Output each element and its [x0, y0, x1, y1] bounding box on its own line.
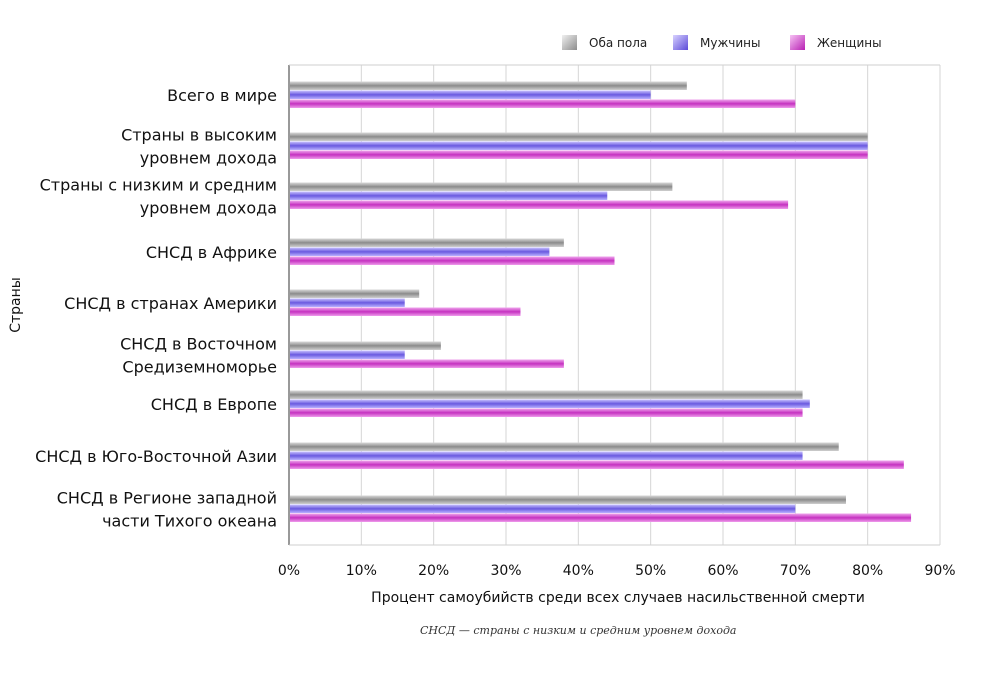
x-tick-label: 20%	[418, 563, 449, 579]
x-tick-label: 40%	[563, 563, 594, 579]
x-tick-label: 70%	[780, 563, 811, 579]
bar	[290, 399, 810, 408]
legend-label: Женщины	[817, 36, 882, 50]
bar	[290, 350, 405, 359]
category-label: СНСД в Юго-Восточной Азии	[35, 447, 277, 466]
bar	[290, 141, 868, 150]
x-tick-label: 10%	[346, 563, 377, 579]
bar	[290, 408, 803, 417]
bar	[290, 442, 839, 451]
x-tick-label: 30%	[490, 563, 521, 579]
legend-label: Мужчины	[700, 36, 760, 50]
bars	[290, 81, 912, 522]
category-label: Страны с низким и средним уровнем дохода	[40, 176, 277, 218]
x-tick-label: 60%	[707, 563, 738, 579]
bar	[290, 247, 550, 256]
x-tick-label: 80%	[852, 563, 883, 579]
category-label: Страны в высоким уровнем дохода	[121, 126, 277, 168]
legend-label: Оба пола	[589, 36, 647, 50]
legend-swatch	[790, 35, 805, 50]
bar	[290, 90, 651, 99]
bar	[290, 182, 673, 191]
bar	[290, 132, 868, 141]
y-axis-title: Страны	[8, 277, 24, 333]
footnote: СНСД — страны с низким и средним уровнем…	[420, 624, 737, 637]
category-labels: Всего в мире Страны в высоким уровнем дохо…	[35, 86, 277, 531]
x-tick-label: 0%	[278, 563, 300, 579]
category-label: СНСД в Восточном Средиземноморье	[120, 335, 277, 377]
bar	[290, 307, 521, 316]
bar	[290, 460, 904, 469]
bar	[290, 191, 608, 200]
category-label: Всего в мире	[167, 86, 277, 105]
bar	[290, 513, 912, 522]
legend-swatch	[562, 35, 577, 50]
category-label: СНСД в Регионе западной части Тихого океа…	[57, 489, 277, 531]
bar	[290, 451, 803, 460]
bar	[290, 504, 796, 513]
axes: 0% 10% 20% 30% 40% 50% 60% 70% 80% 90%	[278, 64, 956, 579]
x-tick-label: 90%	[924, 563, 955, 579]
bar	[290, 289, 420, 298]
legend-swatch	[673, 35, 688, 50]
bar	[290, 238, 564, 247]
bar	[290, 200, 789, 209]
bar	[290, 495, 846, 504]
x-tick-label: 50%	[635, 563, 666, 579]
x-axis-title: Процент самоубийств среди всех случаев н…	[371, 590, 865, 606]
bar	[290, 359, 564, 368]
bar	[290, 99, 796, 108]
bar	[290, 298, 405, 307]
category-label: СНСД в Европе	[151, 395, 277, 414]
legend: Оба пола Мужчины Женщины	[562, 35, 882, 50]
bar	[290, 256, 615, 265]
bar	[290, 390, 803, 399]
category-label: СНСД в странах Америки	[64, 294, 277, 313]
bar	[290, 81, 687, 90]
bar	[290, 150, 868, 159]
category-label: СНСД в Африке	[146, 243, 277, 262]
bar	[290, 341, 441, 350]
